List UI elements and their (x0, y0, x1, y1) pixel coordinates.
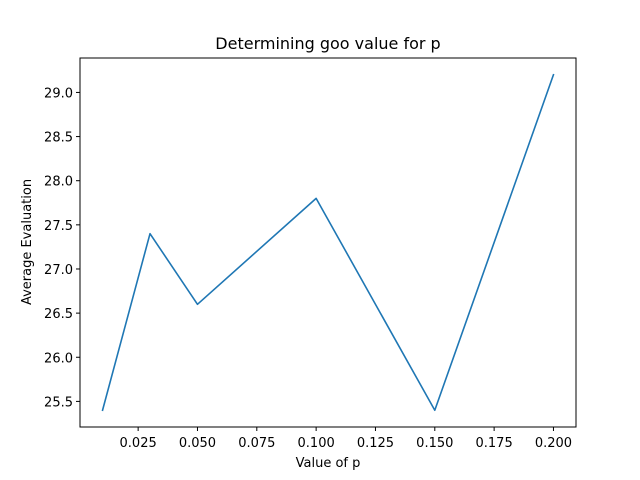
y-axis-ticks: 25.5 26.0 26.5 27.0 27.5 28.0 28.5 29.0 (44, 86, 80, 410)
y-tick-label: 27.5 (44, 219, 73, 234)
x-tick-label: 0.025 (120, 436, 157, 451)
plot-area (101, 73, 555, 412)
x-tick-label: 0.150 (416, 436, 453, 451)
y-tick-label: 28.0 (44, 175, 73, 190)
x-tick-label: 0.100 (298, 436, 335, 451)
y-axis-label: Average Evaluation (20, 179, 35, 305)
y-tick-label: 29.0 (44, 86, 73, 101)
chart-title: Determining goo value for p (215, 34, 440, 53)
y-tick-label: 27.0 (44, 263, 73, 278)
axes-frame (79, 57, 577, 428)
x-tick-label: 0.050 (179, 436, 216, 451)
x-tick-label: 0.175 (476, 436, 513, 451)
series-line-0 (101, 73, 555, 412)
y-tick-label: 26.0 (44, 351, 73, 366)
y-tick-label: 28.5 (44, 131, 73, 146)
y-tick-label: 26.5 (44, 307, 73, 322)
x-tick-label: 0.200 (535, 436, 572, 451)
x-tick-label: 0.075 (238, 436, 275, 451)
x-axis-label: Value of p (296, 456, 361, 471)
y-tick-label: 25.5 (44, 395, 73, 410)
x-axis-ticks: 0.025 0.050 0.075 0.100 0.125 0.150 0.175 0.200 (120, 427, 572, 451)
x-tick-label: 0.125 (357, 436, 394, 451)
